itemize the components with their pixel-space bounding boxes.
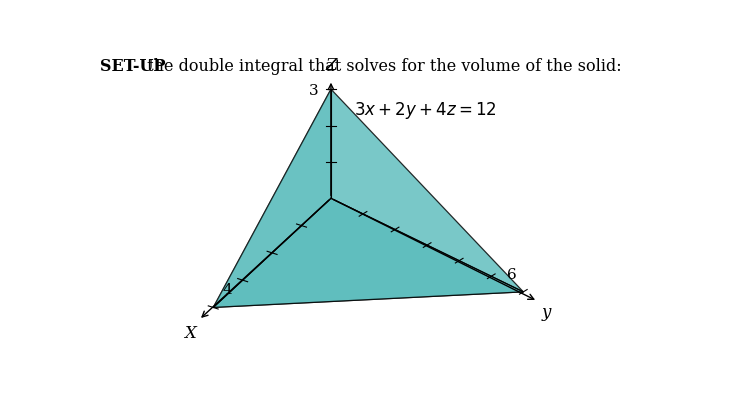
Polygon shape bbox=[213, 89, 523, 307]
Text: SET-UP: SET-UP bbox=[100, 58, 165, 75]
Text: Z: Z bbox=[325, 57, 336, 74]
Text: the double integral that solves for the volume of the solid:: the double integral that solves for the … bbox=[142, 58, 622, 75]
Text: 6: 6 bbox=[507, 268, 516, 282]
Text: 3: 3 bbox=[309, 84, 319, 98]
Text: y: y bbox=[542, 304, 551, 321]
Polygon shape bbox=[213, 89, 331, 307]
Text: 4: 4 bbox=[223, 283, 233, 297]
Text: $3x+2y+4z = 12$: $3x+2y+4z = 12$ bbox=[354, 100, 497, 122]
Text: X: X bbox=[185, 324, 196, 341]
Polygon shape bbox=[213, 198, 523, 307]
